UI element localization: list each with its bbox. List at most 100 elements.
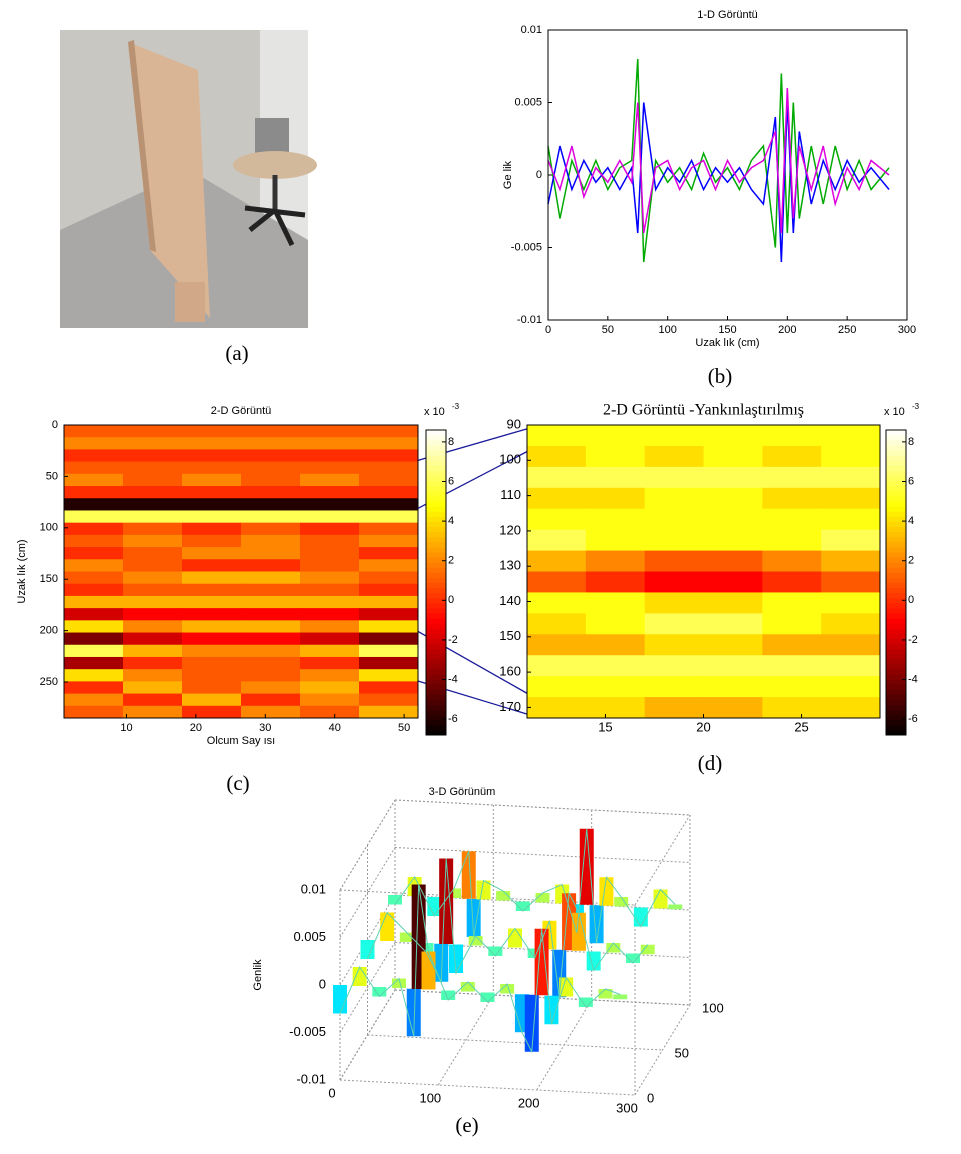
y-tick-label: 150 [499, 628, 521, 643]
colorbar-frame [425, 429, 447, 736]
heat-cell [64, 595, 124, 609]
heat-cell [182, 571, 242, 585]
colorbar-swatch [426, 679, 446, 685]
colorbar-swatch [886, 526, 906, 533]
colorbar-swatch [426, 653, 446, 660]
colorbar-swatch [426, 597, 446, 604]
heat-cell [821, 697, 881, 719]
colorbar-swatch [886, 496, 906, 502]
heat-cell [300, 425, 360, 438]
heat-cell [359, 534, 419, 548]
colorbar-swatch [886, 460, 906, 467]
heat-cell [64, 547, 124, 560]
grid-line [634, 1004, 691, 1096]
heat-cell [300, 669, 360, 682]
colorbar-swatch [426, 506, 446, 512]
colorbar-swatch [886, 618, 906, 624]
heat-cell [123, 486, 183, 499]
heat-cell [241, 559, 301, 572]
heat-cell [527, 655, 587, 677]
heat-cell [241, 595, 301, 609]
heat-cell [585, 508, 646, 531]
colorbar-swatch [426, 552, 446, 558]
z-axis-label: Genlik [252, 959, 264, 991]
colorbar-swatch [426, 704, 446, 711]
x-tick-label: 30 [259, 722, 271, 734]
colorbar-swatch [426, 531, 446, 538]
colorbar-swatch [426, 567, 446, 573]
z-tick-label: 0.005 [293, 929, 326, 944]
heat-cell [123, 547, 183, 560]
heat-cell [123, 498, 183, 511]
heat-cell [527, 445, 587, 468]
x-tick-label: 20 [190, 722, 202, 734]
heat-cell [300, 510, 360, 524]
heat-cell [585, 487, 646, 510]
heat-cell [123, 449, 183, 463]
colorbar-swatch [426, 699, 446, 705]
colorbar-swatch [886, 582, 906, 589]
heat-cell [527, 613, 587, 635]
heat-cell [300, 705, 360, 719]
heat-cell [241, 437, 301, 450]
colorbar-swatch [886, 658, 906, 665]
colorbar-swatch [426, 729, 446, 736]
heat-cell [359, 583, 419, 597]
plot-frame [63, 424, 419, 719]
heat-cell [703, 592, 763, 614]
panel-label: (c) [226, 771, 249, 795]
colorbar-tick-label: -6 [448, 713, 458, 725]
heat-cell [64, 693, 124, 707]
grid-line [339, 847, 396, 938]
heat-cell [359, 473, 419, 487]
y-tick-label: 140 [499, 593, 521, 608]
y-tick-label: 50 [675, 1045, 689, 1060]
heat-cell [359, 681, 419, 695]
heat-cell [64, 449, 124, 463]
heat-cell [762, 425, 822, 447]
heat-cell [644, 487, 704, 510]
heat-cell [585, 445, 646, 468]
colorbar-swatch [886, 485, 906, 492]
colorbar-tick-label: 2 [448, 555, 454, 567]
heat-cell [585, 655, 646, 677]
x-tick-label: 0 [545, 324, 551, 336]
colorbar-swatch [886, 557, 906, 563]
colorbar-swatch [886, 521, 906, 528]
colorbar-swatch [886, 511, 906, 517]
heat-cell [123, 620, 183, 634]
heat-cell [182, 583, 242, 597]
colorbar-swatch [886, 536, 906, 543]
heat-cell [703, 487, 763, 510]
heat-cell [703, 466, 763, 489]
y-tick-label: 0 [536, 169, 542, 181]
heat-cell [821, 466, 881, 489]
heat-cell [123, 632, 183, 646]
colorbar-swatch [426, 445, 446, 451]
heat-cell [123, 534, 183, 548]
colorbar-swatch [886, 465, 906, 472]
colorbar-swatch [426, 602, 446, 609]
heat-cell [703, 676, 763, 698]
heat-cell [123, 461, 183, 475]
colorbar-swatch [886, 613, 906, 619]
heat-cell [527, 634, 587, 656]
heat-cell [123, 437, 183, 450]
heat-cell [359, 632, 419, 646]
heat-cell [762, 676, 822, 698]
heat-cell [527, 508, 587, 531]
heat-cell [241, 449, 301, 463]
x-tick-label: 50 [398, 722, 410, 734]
colorbar-scale: x 10 [884, 406, 905, 418]
colorbar-swatch [426, 546, 446, 553]
heat-cell [762, 613, 822, 635]
heat-cell [182, 620, 242, 634]
colorbar-tick-label: 6 [448, 475, 454, 487]
colorbar-swatch [886, 719, 906, 726]
colorbar-swatch [886, 602, 906, 609]
colorbar-swatch [426, 460, 446, 467]
box-edge [339, 889, 636, 906]
heat-cell [64, 498, 124, 511]
colorbar-swatch [886, 592, 906, 599]
